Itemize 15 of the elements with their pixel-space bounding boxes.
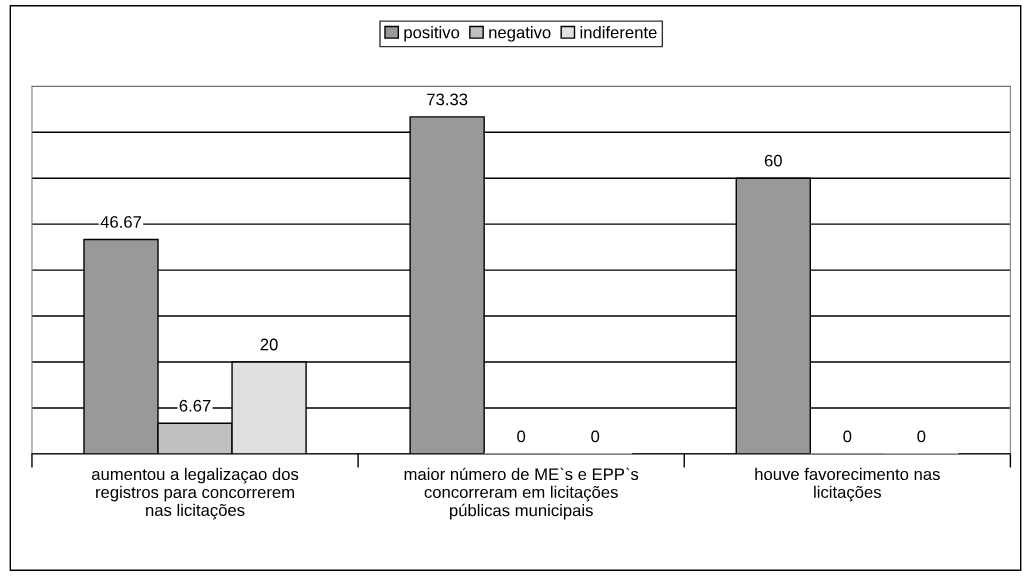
legend-label: negativo [489, 26, 551, 42]
data-label: 6.67 [179, 399, 211, 412]
legend-label: positivo [404, 26, 460, 42]
data-label: 60 [764, 154, 782, 167]
data-label: 0 [591, 430, 600, 443]
data-label: 0 [917, 430, 926, 443]
data-label: 73.33 [427, 93, 468, 106]
x-tick-label: houve favorecimento nas licitações [755, 467, 940, 502]
data-label: 46.67 [100, 216, 142, 228]
data-label: 0 [843, 430, 852, 443]
data-label: 20 [260, 338, 278, 351]
data-label: 0 [517, 430, 526, 443]
x-tick-label: aumentou a legalizaçao dos registros para concorrerem nas licitações [91, 467, 299, 520]
x-tick-label: maior número de ME`s e EPP`s concorreram em licitações públicas municipais [404, 467, 639, 520]
legend-label: indiferente [580, 26, 657, 39]
